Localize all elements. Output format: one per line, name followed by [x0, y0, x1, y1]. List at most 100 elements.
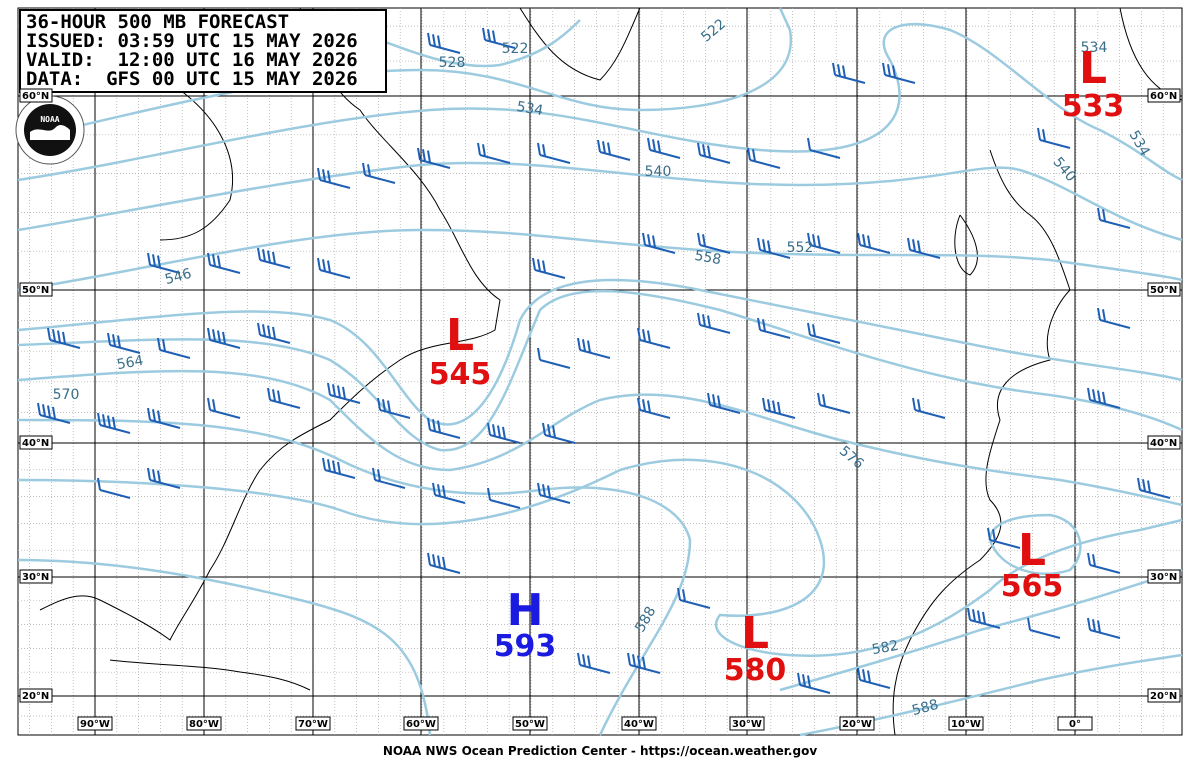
barb-flag: [387, 400, 391, 413]
wind-barb: [577, 652, 611, 674]
barb-flag: [492, 30, 496, 43]
barb-flag: [697, 232, 701, 246]
barb-flag: [807, 137, 811, 151]
barb-flag: [987, 527, 991, 541]
contour-label: 522: [502, 41, 529, 57]
lon-label: 90°W: [80, 719, 110, 730]
barb-flag: [492, 424, 496, 437]
barb-flag: [382, 399, 386, 412]
barb-flag: [337, 461, 341, 475]
wind-barb: [1097, 207, 1131, 229]
barb-flag: [702, 144, 706, 157]
barb-staff: [434, 494, 466, 504]
barb-staff: [269, 399, 301, 409]
wind-barb: [37, 402, 71, 424]
barb-flag: [162, 339, 166, 352]
barb-flag: [37, 402, 41, 416]
barb-flag: [912, 239, 916, 252]
barb-staff: [644, 244, 676, 254]
barb-flag: [207, 397, 211, 411]
center-value: 580: [724, 653, 787, 688]
barb-flag: [157, 470, 161, 483]
barb-flag: [427, 552, 431, 566]
wind-barb: [477, 142, 511, 164]
wind-barb: [627, 652, 661, 674]
header-line: 36-HOUR 500 MB FORECAST: [26, 11, 289, 33]
barb-flag: [317, 167, 321, 181]
barb-flag: [842, 65, 846, 78]
barb-flag: [967, 607, 971, 621]
barb-flag: [222, 331, 226, 345]
barb-flag: [442, 485, 446, 498]
wind-barb: [532, 257, 566, 279]
barb-staff: [544, 434, 576, 444]
barb-staff: [989, 539, 1021, 549]
barb-staff: [859, 244, 891, 254]
barb-staff: [909, 249, 941, 259]
barb-staff: [859, 679, 891, 689]
lat-label-bg: [19, 282, 53, 297]
barb-staff: [319, 269, 351, 279]
lon-label-bg: [403, 716, 439, 731]
barb-flag: [992, 529, 996, 542]
wind-barb: [882, 62, 916, 84]
barb-staff: [484, 39, 516, 49]
barb-staff: [319, 179, 351, 189]
barb-flag: [502, 426, 506, 440]
barb-flag: [217, 330, 221, 343]
barb-flag: [1092, 554, 1096, 567]
barb-flag: [767, 240, 771, 253]
wind-barb: [427, 417, 461, 439]
barb-flag: [277, 390, 281, 403]
contour-label: 552: [787, 240, 814, 256]
barb-flag: [892, 65, 896, 78]
barb-staff: [699, 324, 731, 334]
center-letter: H: [507, 585, 544, 636]
barb-flag: [377, 469, 381, 482]
lon-label-bg: [621, 716, 657, 731]
wind-barb: [207, 252, 241, 274]
wind-barb: [1137, 477, 1171, 499]
barb-flag: [677, 587, 681, 601]
barb-staff: [834, 74, 866, 84]
barb-flag: [317, 257, 321, 271]
wind-barb: [1087, 387, 1121, 409]
barb-flag: [647, 400, 651, 413]
logo-text: NOAA: [40, 115, 59, 124]
wind-barb: [487, 422, 521, 444]
barb-flag: [752, 149, 756, 162]
barb-staff: [149, 479, 181, 489]
logo-bird: [30, 124, 70, 140]
barb-staff: [324, 469, 356, 479]
wind-barb: [697, 232, 731, 254]
lon-label: 10°W: [951, 719, 981, 730]
barb-flag: [537, 347, 541, 361]
barb-flag: [762, 397, 766, 411]
wind-barb: [487, 487, 521, 509]
lat-label-bg: [1147, 88, 1181, 103]
barb-flag: [342, 386, 346, 400]
wind-barb: [832, 62, 866, 84]
barb-flag: [747, 147, 751, 161]
barb-flag: [537, 142, 541, 156]
barb-flag: [327, 170, 331, 183]
barb-staff: [429, 564, 461, 574]
barb-flag: [157, 337, 161, 351]
barb-staff: [1089, 399, 1121, 409]
barb-flag: [47, 327, 51, 341]
barb-flag: [362, 162, 366, 176]
barb-flag: [1087, 552, 1091, 566]
wind-barb: [907, 237, 941, 259]
header-line: VALID: 12:00 UTC 16 MAY 2026: [26, 49, 358, 71]
barb-flag: [1102, 391, 1106, 405]
barb-flag: [887, 64, 891, 77]
wind-barb: [697, 142, 731, 164]
barb-flag: [257, 322, 261, 336]
center-letter: L: [446, 310, 474, 361]
barb-flag: [647, 137, 651, 151]
wind-barbs: [37, 27, 1171, 694]
barb-flag: [637, 655, 641, 668]
barb-flag: [812, 234, 816, 247]
barb-flag: [337, 385, 341, 398]
